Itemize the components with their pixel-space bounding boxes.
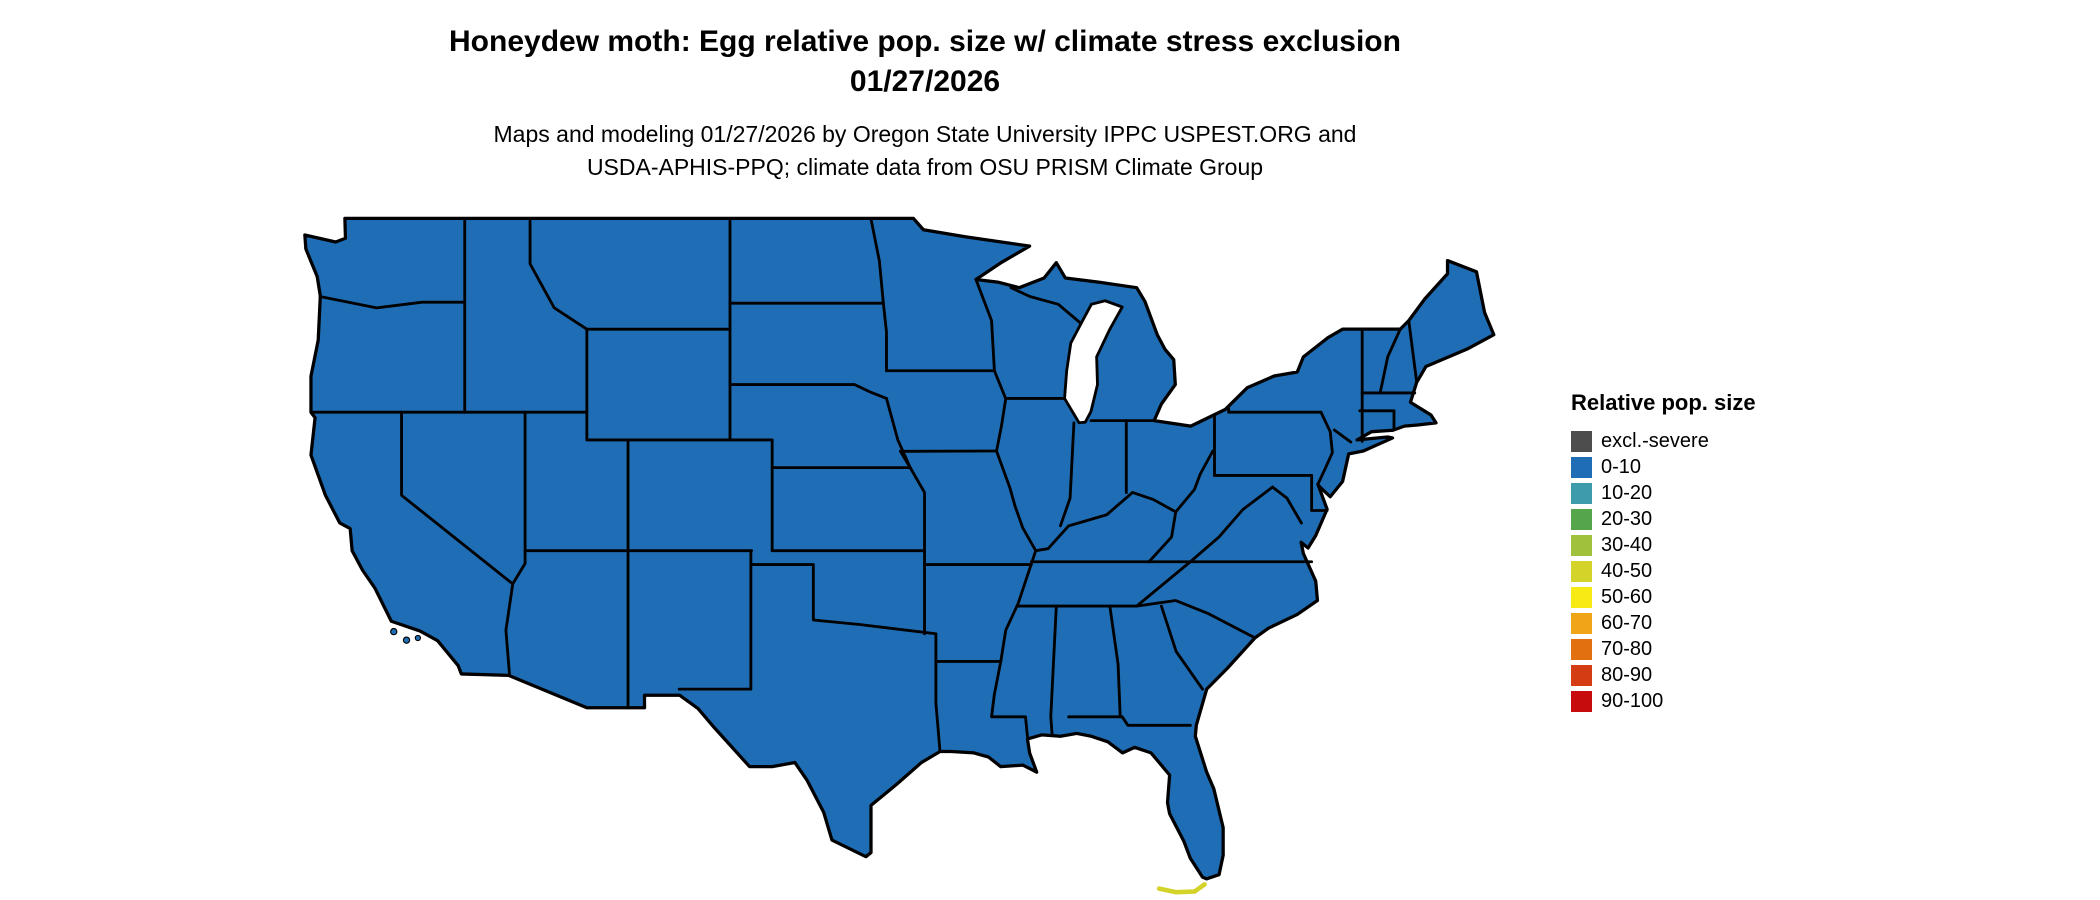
legend-item: 90-100 — [1571, 688, 1756, 714]
map-subtitle-line1: Maps and modeling 01/27/2026 by Oregon S… — [0, 118, 1850, 151]
legend-swatch — [1571, 431, 1592, 452]
legend-item: 40-50 — [1571, 558, 1756, 584]
us-choropleth-map — [270, 190, 1520, 900]
legend-item: excl.-severe — [1571, 428, 1756, 454]
legend-label: 90-100 — [1601, 690, 1663, 713]
channel-island-dot — [403, 637, 409, 643]
legend-label: 60-70 — [1601, 612, 1652, 635]
legend-item: 80-90 — [1571, 662, 1756, 688]
legend-item: 70-80 — [1571, 636, 1756, 662]
legend-title: Relative pop. size — [1571, 390, 1756, 416]
map-subtitle-line2: USDA-APHIS-PPQ; climate data from OSU PR… — [0, 151, 1850, 184]
legend-label: 40-50 — [1601, 560, 1652, 583]
legend-label: 80-90 — [1601, 664, 1652, 687]
florida-keys-highlight — [1159, 884, 1204, 892]
legend-label: 50-60 — [1601, 586, 1652, 609]
map-title-line2: 01/27/2026 — [0, 62, 1850, 102]
legend-swatch — [1571, 587, 1592, 608]
map-title-line1: Honeydew moth: Egg relative pop. size w/… — [0, 22, 1850, 62]
legend-swatch — [1571, 639, 1592, 660]
legend-swatch — [1571, 691, 1592, 712]
legend-label: excl.-severe — [1601, 430, 1709, 453]
legend: Relative pop. size excl.-severe 0-10 10-… — [1571, 390, 1756, 714]
legend-label: 10-20 — [1601, 482, 1652, 505]
legend-swatch — [1571, 665, 1592, 686]
legend-item: 50-60 — [1571, 584, 1756, 610]
header: Honeydew moth: Egg relative pop. size w/… — [0, 22, 1850, 184]
legend-item: 20-30 — [1571, 506, 1756, 532]
legend-label: 30-40 — [1601, 534, 1652, 557]
legend-item: 60-70 — [1571, 610, 1756, 636]
legend-label: 0-10 — [1601, 456, 1641, 479]
legend-swatch — [1571, 535, 1592, 556]
us-outline — [305, 218, 1494, 878]
legend-item: 10-20 — [1571, 480, 1756, 506]
legend-swatch — [1571, 483, 1592, 504]
legend-label: 70-80 — [1601, 638, 1652, 661]
us-map-svg — [270, 190, 1520, 900]
legend-item: 0-10 — [1571, 454, 1756, 480]
legend-swatch — [1571, 561, 1592, 582]
channel-island-dot — [415, 635, 420, 640]
channel-island-dot — [391, 628, 397, 634]
legend-item: 30-40 — [1571, 532, 1756, 558]
legend-swatch — [1571, 457, 1592, 478]
legend-swatch — [1571, 613, 1592, 634]
legend-swatch — [1571, 509, 1592, 530]
legend-label: 20-30 — [1601, 508, 1652, 531]
